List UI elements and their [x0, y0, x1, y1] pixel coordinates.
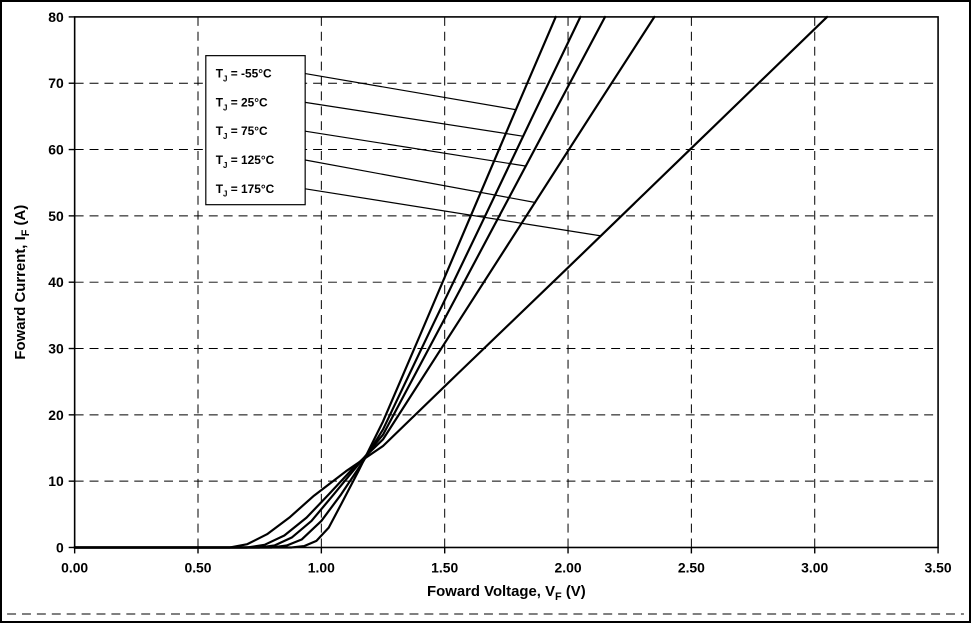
label-segment: T [216, 67, 224, 81]
y-tick-label: 70 [48, 75, 64, 91]
label-segment: = 175°C [227, 182, 274, 196]
legend-label-0: TJ = -55°C [216, 67, 272, 84]
y-tick-label: 80 [48, 9, 64, 25]
y-axis-title: Foward Current, IF (A) [13, 205, 32, 360]
y-tick-label: 60 [48, 142, 64, 158]
legend-label-2: TJ = 75°C [216, 124, 268, 141]
label-subscript: F [20, 229, 32, 236]
legend-leader-line-4 [305, 188, 601, 237]
label-segment: = 75°C [227, 124, 268, 138]
y-tick-label: 40 [48, 274, 64, 290]
legend-leader-line-3 [305, 159, 537, 204]
label-segment: T [216, 124, 224, 138]
label-subscript: J [223, 103, 227, 112]
y-tick-label: 50 [48, 208, 64, 224]
label-segment: T [216, 95, 224, 109]
y-tick-label: 10 [48, 473, 64, 489]
y-tick-label: 20 [48, 407, 64, 423]
legend-leader-line-1 [305, 101, 524, 137]
x-tick-label: 3.50 [925, 559, 952, 575]
legend-box [205, 55, 306, 206]
label-segment: = 125°C [227, 153, 274, 167]
legend-label-3: TJ = 125°C [216, 153, 275, 170]
x-tick-label: 1.50 [431, 559, 458, 575]
label-segment: (V) [562, 584, 586, 600]
legend-leader-line-2 [305, 130, 527, 167]
label-subscript: J [223, 190, 227, 199]
y-tick-label: 0 [56, 539, 64, 555]
legend-label-1: TJ = 25°C [216, 95, 268, 112]
label-segment: T [216, 182, 224, 196]
label-segment: = -55°C [227, 67, 272, 81]
y-tick-label: 30 [48, 340, 64, 356]
label-subscript: F [555, 591, 562, 603]
label-subscript: J [223, 132, 227, 141]
label-segment: = 25°C [227, 95, 268, 109]
legend-leader-line-0 [305, 72, 517, 111]
x-tick-label: 0.50 [184, 559, 211, 575]
x-axis-title: Foward Voltage, VF (V) [427, 584, 586, 603]
label-segment: Foward Current, I [13, 236, 29, 359]
x-tick-label: 2.00 [554, 559, 581, 575]
label-segment: T [216, 153, 224, 167]
label-segment: (A) [13, 205, 29, 230]
x-tick-label: 0.00 [61, 559, 88, 575]
label-segment: Foward Voltage, V [427, 584, 555, 600]
x-tick-label: 1.00 [308, 559, 335, 575]
legend-label-4: TJ = 175°C [216, 182, 275, 199]
x-tick-label: 3.00 [801, 559, 828, 575]
label-subscript: J [223, 161, 227, 170]
label-subscript: J [223, 74, 227, 83]
x-tick-label: 2.50 [678, 559, 705, 575]
